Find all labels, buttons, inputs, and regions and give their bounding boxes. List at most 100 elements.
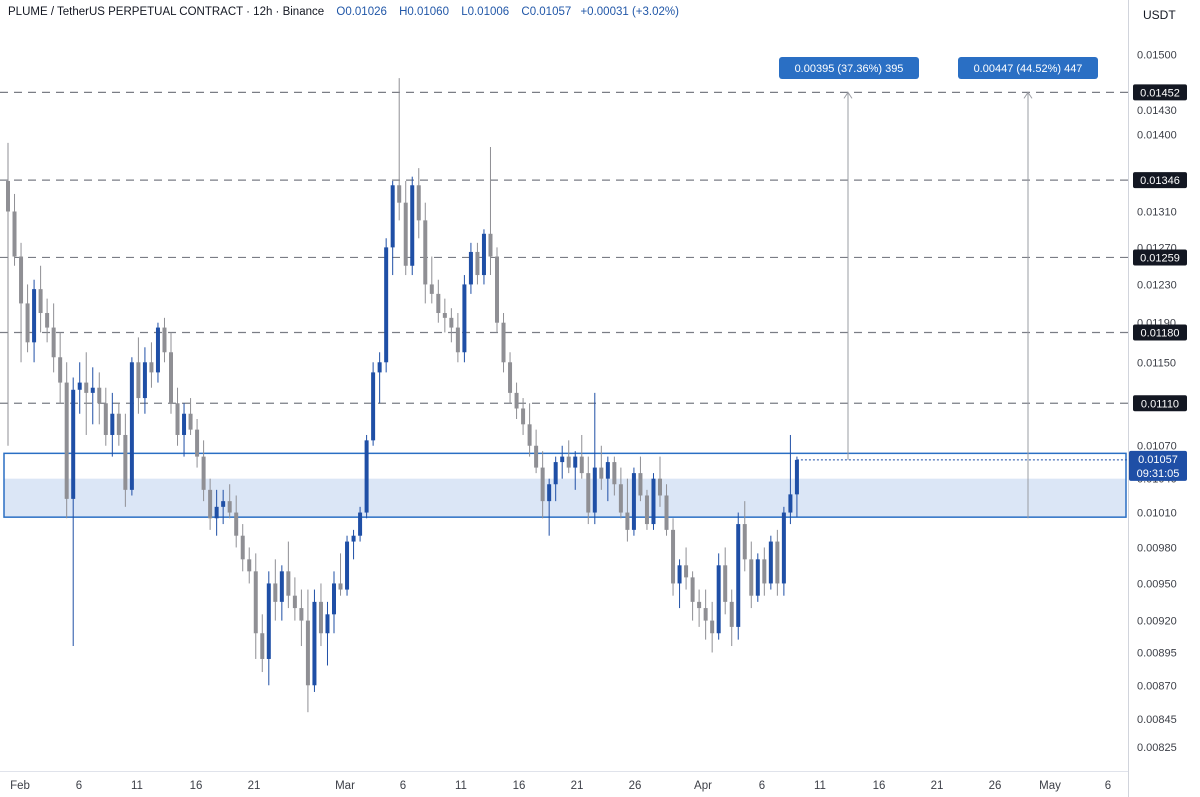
time-tick-label: 21	[248, 780, 261, 792]
price-unit: USDT	[1143, 8, 1176, 22]
measure-arrowhead	[843, 91, 853, 99]
candle-body	[273, 583, 278, 602]
candle-body	[253, 571, 258, 634]
time-tick-label: 11	[455, 780, 467, 792]
level-badge	[1133, 84, 1187, 101]
time-tick-label: 16	[190, 780, 203, 792]
low-label: L	[461, 6, 468, 18]
candle-body	[703, 608, 708, 621]
candle-body	[325, 614, 330, 634]
candle-body	[664, 495, 669, 530]
level-badge	[1133, 249, 1187, 266]
candle-body	[84, 382, 89, 393]
candle-body	[481, 233, 486, 276]
candle-body	[214, 506, 219, 519]
candle-body	[540, 467, 545, 502]
candle-body	[208, 489, 213, 519]
candle-body	[51, 327, 56, 358]
candle-body	[781, 512, 786, 584]
candle-body	[488, 233, 493, 257]
candle-body	[384, 247, 389, 363]
candle-body	[155, 327, 160, 373]
time-tick-label: 26	[629, 780, 642, 792]
time-tick-label: 6	[759, 780, 765, 792]
level-badge-label: 0.01180	[1141, 327, 1180, 339]
candle-body	[449, 317, 454, 328]
price-tick-label: 0.01400	[1137, 130, 1177, 142]
level-badge	[1133, 395, 1187, 412]
candle-body	[423, 220, 428, 285]
candle-body	[110, 413, 115, 435]
candle-body	[312, 601, 317, 686]
symbol-title: PLUME / TetherUS PERPETUAL CONTRACT · 12…	[8, 6, 325, 18]
candle-body	[90, 387, 95, 393]
measure-label: 0.00395 (37.36%) 395	[795, 63, 904, 75]
candle-body	[129, 362, 134, 490]
candle-body	[573, 456, 578, 468]
candle-body	[684, 565, 689, 578]
candle-body	[455, 327, 460, 353]
price-scale-divider[interactable]	[1128, 0, 1129, 797]
candle-body	[436, 293, 441, 314]
candle-body	[534, 445, 539, 468]
candle-body	[566, 456, 571, 468]
candle-body	[462, 284, 467, 353]
candle-body	[501, 322, 506, 363]
price-tick-label: 0.01310	[1137, 206, 1177, 218]
candle-body	[71, 389, 76, 499]
candle-body	[247, 559, 252, 572]
time-tick-label: Mar	[335, 780, 355, 792]
support-zone-border	[3, 452, 1127, 518]
candle-body	[677, 565, 682, 584]
candle-body	[788, 494, 793, 513]
candle-body	[690, 577, 695, 602]
price-tick-label: 0.01500	[1137, 50, 1177, 62]
candle-body	[560, 456, 565, 463]
price-tick-label: 0.01150	[1137, 357, 1176, 369]
candle-body	[618, 484, 623, 513]
candle-body	[410, 185, 415, 266]
candle-body	[775, 541, 780, 584]
candle-body	[377, 362, 382, 373]
candle-body	[710, 620, 715, 634]
candle-body	[631, 473, 636, 530]
candle-body	[305, 620, 310, 686]
candle-body	[736, 524, 741, 627]
candle-body	[429, 284, 434, 294]
time-tick-label: 21	[931, 780, 944, 792]
candle-body	[345, 541, 350, 590]
high-label: H	[399, 6, 408, 18]
time-tick-label: 6	[76, 780, 82, 792]
change-value: +0.00031 (+3.02%)	[580, 6, 679, 18]
candle-body	[371, 372, 376, 441]
candle-body	[644, 495, 649, 525]
candle-body	[671, 529, 676, 584]
candle-body	[25, 303, 30, 343]
candle-body	[547, 484, 552, 502]
candle-body	[45, 313, 50, 328]
level-badge	[1133, 172, 1187, 189]
candle-body	[442, 313, 447, 318]
price-tick-label: 0.00895	[1137, 647, 1177, 659]
candle-body	[19, 256, 24, 304]
candle-body	[768, 541, 773, 584]
time-tick-label: 11	[814, 780, 826, 792]
candle-body	[169, 352, 173, 404]
candle-body	[142, 362, 147, 399]
time-scale-divider[interactable]	[0, 771, 1128, 772]
candle-body	[188, 413, 193, 430]
candle-body	[221, 501, 226, 507]
close-value: 0.01057	[529, 6, 572, 18]
open-label: O	[336, 6, 346, 18]
candle-body	[697, 601, 702, 609]
candle-body	[416, 185, 421, 221]
time-tick-label: 16	[513, 780, 526, 792]
current-price-badge	[1129, 450, 1187, 481]
candle-body	[260, 633, 265, 659]
candle-body	[266, 583, 271, 659]
open-value: 0.01026	[345, 6, 387, 18]
candle-body	[240, 535, 245, 560]
high-value: 0.01060	[407, 6, 449, 18]
measure-arrowhead	[1023, 91, 1033, 99]
